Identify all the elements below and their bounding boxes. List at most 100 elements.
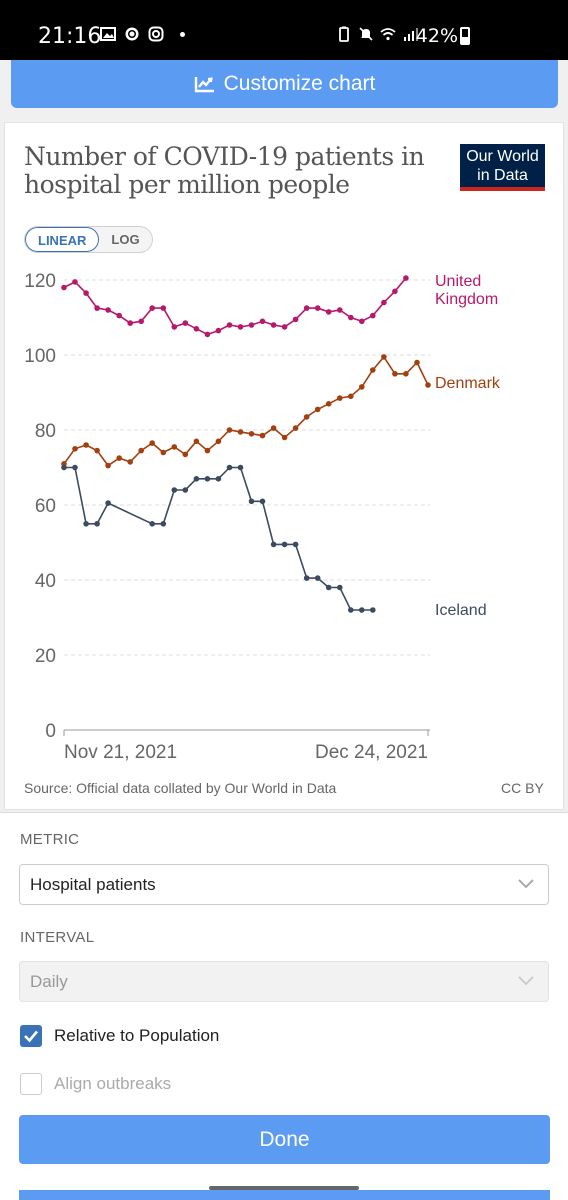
series-label: Denmark (435, 375, 501, 392)
data-point (105, 307, 111, 313)
scale-linear-button[interactable]: LINEAR (25, 227, 100, 252)
data-point (314, 575, 321, 581)
y-tick-label: 0 (45, 721, 56, 742)
logo-line-1: Our World (466, 148, 539, 165)
data-point (204, 331, 211, 338)
data-point (171, 444, 178, 450)
data-point (226, 427, 233, 433)
data-point (337, 584, 343, 591)
data-point (215, 476, 222, 482)
data-point (381, 299, 387, 306)
series-line (63, 277, 407, 336)
metric-label: METRIC (20, 831, 80, 848)
data-point (281, 434, 288, 441)
data-point (105, 500, 111, 506)
relative-checkbox[interactable] (20, 1025, 42, 1047)
data-point (116, 455, 122, 461)
data-point (226, 322, 233, 328)
data-point (414, 359, 420, 366)
data-point (193, 476, 200, 482)
data-point (381, 354, 387, 360)
data-point (138, 318, 144, 325)
align-checkbox[interactable] (20, 1073, 42, 1095)
data-point (171, 324, 178, 330)
data-point (61, 464, 67, 471)
data-point (270, 541, 277, 548)
align-outbreaks-option[interactable]: Align outbreaks (20, 1073, 171, 1095)
data-point (359, 607, 365, 613)
data-point (392, 371, 398, 377)
data-point (72, 464, 78, 471)
data-point (270, 425, 277, 431)
data-point (392, 288, 398, 295)
data-point (94, 447, 100, 454)
data-point (193, 438, 200, 445)
data-point (226, 464, 233, 471)
data-point (425, 382, 431, 388)
scale-log-button[interactable]: LOG (111, 232, 140, 247)
chart-license[interactable]: CC BY (501, 780, 544, 796)
data-point (314, 305, 321, 311)
y-tick-label: 100 (24, 346, 56, 367)
chart-source: Source: Official data collated by Our Wo… (24, 780, 337, 796)
interval-select[interactable]: Daily (19, 961, 549, 1002)
line-chart: 0 20 40 60 80 100 120 Nov 21, 2021 Dec 24, 2021 U… (24, 271, 501, 763)
relative-to-population-option[interactable]: Relative to Population (20, 1025, 219, 1047)
data-point (359, 384, 365, 390)
done-button[interactable]: Done (19, 1115, 550, 1164)
data-point (325, 309, 332, 315)
data-point (292, 541, 299, 548)
series-label: United Kingdom (435, 273, 498, 308)
home-indicator[interactable] (209, 1186, 359, 1190)
data-point (303, 305, 310, 311)
data-point (370, 607, 376, 613)
data-point (149, 440, 155, 446)
owid-logo[interactable]: Our World in Data (460, 144, 545, 191)
chart-line-icon (194, 77, 214, 93)
data-point (348, 607, 354, 613)
data-point (403, 275, 409, 281)
data-point (83, 442, 89, 448)
data-point (160, 521, 167, 527)
data-point (105, 462, 111, 469)
chart-title: Number of COVID-19 patients in hospital … (24, 142, 425, 199)
metric-select[interactable]: Hospital patients (19, 864, 549, 905)
customize-chart-button[interactable]: Customize chart (11, 60, 558, 108)
data-point (94, 521, 100, 527)
battery-icon (460, 27, 470, 45)
data-point (403, 371, 409, 377)
series-line (63, 355, 429, 467)
data-point (248, 322, 255, 328)
data-point (116, 312, 122, 319)
data-point (292, 425, 299, 431)
signal-app-icon (125, 27, 139, 41)
data-point (259, 498, 266, 505)
data-point (171, 487, 178, 493)
status-bar: 21:16 42% (0, 0, 568, 60)
data-point (149, 305, 155, 311)
y-tick-label: 60 (35, 496, 56, 517)
metric-value: Hospital patients (30, 875, 156, 894)
data-point (160, 305, 167, 311)
data-point (127, 320, 133, 326)
y-tick-label: 80 (35, 421, 56, 442)
logo-bar (460, 187, 545, 191)
data-point (237, 429, 244, 435)
data-point (248, 431, 255, 437)
data-point (337, 307, 343, 313)
y-tick-label: 120 (24, 271, 56, 292)
data-point (237, 464, 244, 471)
mute-icon (359, 27, 373, 41)
data-point (292, 316, 299, 323)
gallery-icon (100, 27, 116, 41)
chevron-down-icon (518, 879, 534, 889)
data-point (348, 393, 354, 400)
customize-chart-label: Customize chart (223, 72, 376, 95)
data-point (281, 324, 288, 330)
x-tick-label: Dec 24, 2021 (315, 742, 428, 763)
data-point (149, 521, 155, 527)
data-point (237, 324, 244, 330)
interval-value: Daily (30, 972, 68, 991)
data-point (303, 575, 310, 581)
data-point (370, 367, 376, 373)
